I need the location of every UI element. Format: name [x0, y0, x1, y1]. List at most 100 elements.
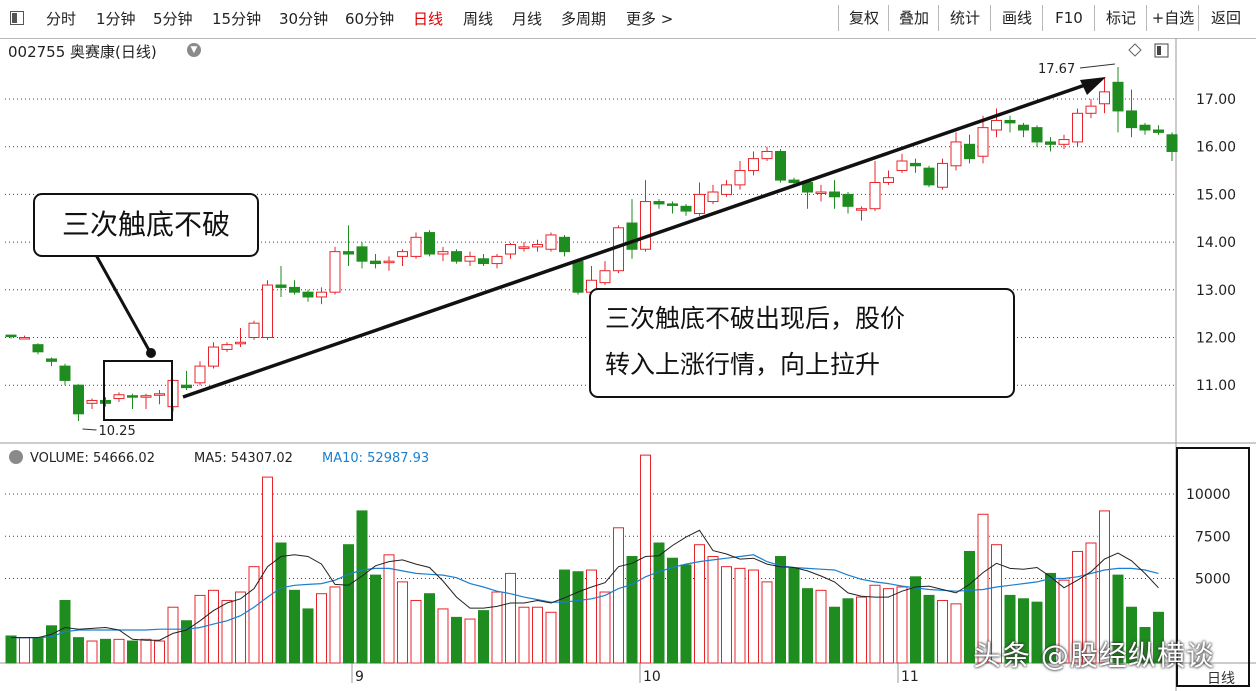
candle-body: [316, 291, 327, 298]
candle-body: [154, 393, 165, 396]
candle-body: [1099, 91, 1110, 105]
volume-bar: [829, 606, 840, 664]
title-dropdown-icon[interactable]: ▼: [187, 43, 201, 57]
volume-bar: [19, 637, 30, 664]
volume-bar: [586, 569, 597, 664]
volume-bar: [1153, 611, 1164, 664]
volume-bar: [491, 591, 503, 664]
volume-bar: [424, 593, 435, 664]
volume-bar: [181, 620, 192, 664]
volume-bar: [572, 571, 584, 664]
volume-bar: [869, 584, 881, 664]
period-tab-multi[interactable]: 多周期: [561, 10, 607, 28]
candle-body: [32, 344, 44, 353]
panel-toggle-icon[interactable]: [10, 11, 24, 25]
bottom-zone-box: [103, 360, 173, 421]
candle-body: [343, 251, 354, 255]
candle-body: [221, 344, 233, 350]
period-tab-15min[interactable]: 15分钟: [212, 10, 262, 28]
volume-bar: [478, 610, 489, 664]
volume-bar: [599, 591, 611, 664]
candle-body: [788, 179, 800, 183]
volume-bar: [1072, 550, 1083, 664]
volume-bar: [856, 596, 867, 664]
stock-title: 002755 奥赛康(日线): [8, 43, 157, 61]
add-watchlist-button[interactable]: +自选: [1146, 5, 1199, 31]
candle-body: [302, 291, 314, 298]
candle-body: [896, 160, 908, 172]
candle-body: [842, 193, 854, 207]
volume-bar: [694, 544, 705, 664]
volume-bar: [923, 594, 935, 664]
candle-body: [1058, 139, 1070, 145]
candle-body: [100, 399, 111, 404]
period-tab-daily[interactable]: 日线: [413, 10, 444, 28]
volume-legend-value: VOLUME: 54666.02: [30, 451, 155, 466]
volume-bar: [235, 591, 246, 664]
volume-bar: [127, 640, 138, 664]
candle-body: [505, 243, 516, 255]
draw-line-button[interactable]: 画线: [990, 5, 1043, 31]
low-price-pointer: [82, 428, 97, 431]
volume-axis-frame: [1176, 447, 1250, 687]
period-tab-fenshi[interactable]: 分时: [46, 10, 77, 28]
volume-bar: [464, 618, 476, 664]
diamond-icon: [1128, 43, 1142, 57]
candle-body: [518, 246, 530, 249]
watermark: 头条 @股经纵横谈: [973, 639, 1215, 672]
period-label: 日线: [1207, 671, 1235, 687]
price-tick-label: 16.00: [1196, 140, 1236, 156]
volume-bar: [748, 569, 759, 664]
candle-body: [964, 143, 975, 160]
candle-body: [1153, 129, 1164, 133]
candle-body: [464, 255, 476, 262]
volume-bar: [410, 599, 422, 664]
month-label: 10: [643, 669, 661, 685]
back-button[interactable]: 返回: [1198, 5, 1253, 31]
volume-bar: [613, 527, 624, 664]
candle-body: [410, 236, 422, 257]
period-tab-weekly[interactable]: 周线: [463, 10, 494, 28]
volume-tick-label: 5000: [1195, 572, 1231, 588]
period-tab-30min[interactable]: 30分钟: [279, 10, 329, 28]
candle-body: [194, 365, 206, 384]
volume-bar: [370, 574, 381, 664]
volume-bar: [329, 586, 341, 664]
callout-pointer-dot: [146, 348, 156, 358]
candle-body: [991, 119, 1002, 131]
candle-body: [856, 208, 867, 211]
candle-body: [437, 251, 449, 255]
volume-bar: [775, 556, 786, 664]
volume-bar: [248, 566, 260, 664]
volume-bar: [154, 640, 165, 664]
volume-bar: [1112, 574, 1124, 664]
volume-bar: [707, 556, 719, 664]
period-tab-monthly[interactable]: 月线: [512, 10, 543, 28]
candle-body: [950, 141, 962, 167]
more-periods-button[interactable]: 更多 >: [626, 10, 674, 28]
statistics-button[interactable]: 统计: [938, 5, 991, 31]
candle-body: [397, 251, 408, 257]
volume-bar: [1058, 579, 1070, 664]
candle-body: [977, 127, 989, 157]
volume-bar: [734, 567, 746, 664]
volume-bar: [343, 544, 354, 664]
period-tab-5min[interactable]: 5分钟: [153, 10, 193, 28]
mark-button[interactable]: 标记: [1094, 5, 1147, 31]
adjust-rights-button[interactable]: 复权: [838, 5, 889, 31]
overlay-button[interactable]: 叠加: [888, 5, 939, 31]
price-tick-label: 14.00: [1196, 235, 1236, 251]
candle-body: [532, 243, 543, 248]
volume-bar: [302, 608, 314, 664]
callout-right: 三次触底不破出现后，股价 转入上涨行情，向上拉升: [589, 288, 1015, 398]
period-tab-60min[interactable]: 60分钟: [345, 10, 395, 28]
callout-left-text: 三次触底不破: [61, 208, 230, 241]
volume-bar: [842, 598, 854, 664]
candle-body: [235, 341, 246, 345]
period-tab-1min[interactable]: 1分钟: [96, 10, 136, 28]
high-price-pointer: [1079, 63, 1116, 69]
volume-bar: [397, 581, 408, 664]
candle-body: [1031, 127, 1043, 143]
f10-button[interactable]: F10: [1042, 5, 1095, 31]
volume-bar: [1126, 606, 1137, 664]
